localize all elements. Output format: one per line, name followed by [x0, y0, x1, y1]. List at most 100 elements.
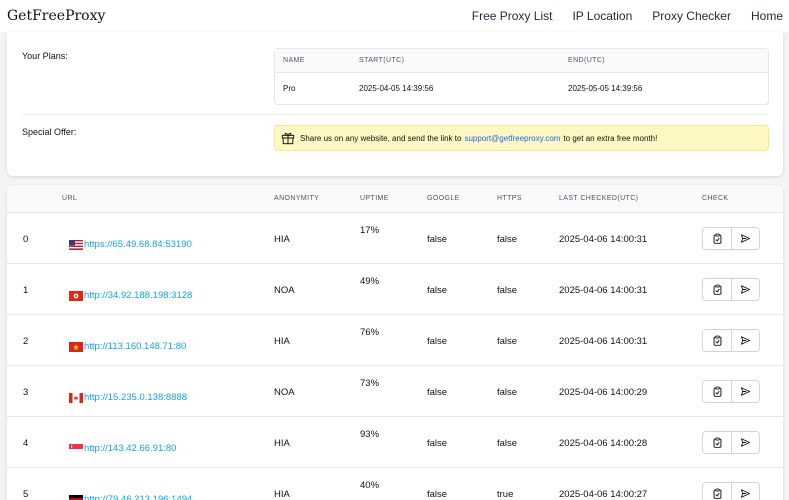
row-index: 4 — [23, 438, 29, 449]
check-actions — [702, 329, 760, 352]
last-checked-value: 2025-04-06 14:00:29 — [559, 387, 648, 398]
clipboard-check-icon — [713, 233, 721, 244]
proxy-url-cell: http://15.235.0.138:8888 — [69, 392, 187, 403]
plan-name: Pro — [283, 84, 296, 93]
check-proxy-button[interactable] — [731, 330, 759, 351]
copy-proxy-button[interactable] — [703, 279, 731, 300]
proxy-row: 3 http://15.235.0.138:8888 NOA 73% false fals… — [7, 366, 783, 417]
uptime-value: 49% — [360, 276, 380, 287]
ca-flag-icon — [69, 392, 84, 403]
proxy-url-link[interactable]: http://79.46.213.196:1494 — [84, 494, 193, 500]
col-https: HTTPS — [497, 195, 522, 202]
special-offer-banner: Share us on any website, and send the li… — [274, 125, 769, 151]
https-value: false — [497, 438, 518, 449]
proxy-url-cell: http://79.46.213.196:1494 — [69, 494, 192, 500]
sg-flag-icon — [69, 443, 84, 454]
proxy-row: 1 http://34.92.188.198:3128 NOA 49% false fal… — [7, 264, 783, 315]
row-index: 3 — [23, 387, 29, 398]
proxy-url-link[interactable]: http://34.92.188.198:3128 — [84, 290, 193, 301]
divider — [22, 114, 768, 115]
plans-table: NAME START(UTC) END(UTC) Pro 2025-04-05 … — [274, 48, 769, 105]
plan-end: 2025-05-05 14:39:56 — [568, 84, 643, 93]
plans-col-end: END(UTC) — [568, 57, 606, 64]
google-value: false — [427, 285, 448, 296]
check-proxy-button[interactable] — [731, 381, 759, 402]
proxy-url-link[interactable]: https://65.49.68.84:53190 — [84, 239, 192, 250]
clipboard-check-icon — [713, 335, 721, 346]
check-actions — [702, 380, 760, 403]
last-checked-value: 2025-04-06 14:00:28 — [559, 438, 648, 449]
send-icon — [740, 336, 751, 345]
plans-col-start: START(UTC) — [359, 57, 405, 64]
last-checked-value: 2025-04-06 14:00:31 — [559, 234, 648, 245]
row-index: 0 — [23, 234, 29, 245]
plans-col-name: NAME — [283, 57, 305, 64]
account-card: Your Plans: NAME START(UTC) END(UTC) Pro… — [7, 32, 783, 176]
vn-flag-icon — [69, 341, 84, 352]
anonymity-value: NOA — [274, 387, 295, 398]
google-value: false — [427, 387, 448, 398]
https-value: false — [497, 387, 518, 398]
clipboard-check-icon — [713, 386, 721, 397]
uptime-value: 93% — [360, 429, 380, 440]
col-anonymity: ANONYMITY — [274, 195, 320, 202]
support-email-link[interactable]: support@getfreeproxy.com — [464, 133, 561, 143]
plans-table-header: NAME START(UTC) END(UTC) — [275, 49, 768, 73]
send-icon — [740, 489, 751, 498]
check-proxy-button[interactable] — [731, 279, 759, 300]
proxy-row: 0 https://65.49.68.84:53190 HIA 17% false fal… — [7, 213, 783, 264]
nav-link-home[interactable]: Home — [750, 9, 783, 23]
proxy-list-card: URL ANONYMITY UPTIME GOOGLE HTTPS LAST C… — [7, 185, 783, 500]
offer-text-after: to get an extra free month! — [563, 133, 658, 143]
plans-label: Your Plans: — [22, 51, 68, 61]
copy-proxy-button[interactable] — [703, 483, 731, 500]
brand-logo-text[interactable]: GetFreeProxy — [7, 8, 106, 24]
last-checked-value: 2025-04-06 14:00:31 — [559, 285, 648, 296]
uptime-value: 17% — [360, 225, 380, 236]
check-actions — [702, 431, 760, 454]
row-index: 1 — [23, 285, 29, 296]
check-proxy-button[interactable] — [731, 228, 759, 249]
proxy-row: 5 http://79.46.213.196:1494 HIA 40% false tru… — [7, 468, 783, 500]
https-value: false — [497, 234, 518, 245]
copy-proxy-button[interactable] — [703, 432, 731, 453]
col-uptime: UPTIME — [360, 195, 389, 202]
check-actions — [702, 278, 760, 301]
nav-link-proxy-checker[interactable]: Proxy Checker — [652, 9, 731, 23]
clipboard-check-icon — [713, 488, 721, 499]
google-value: false — [427, 234, 448, 245]
us-flag-icon — [69, 239, 84, 250]
copy-proxy-button[interactable] — [703, 228, 731, 249]
proxy-url-link[interactable]: http://15.235.0.138:8888 — [84, 392, 188, 403]
proxy-table-header: URL ANONYMITY UPTIME GOOGLE HTTPS LAST C… — [7, 185, 783, 213]
copy-proxy-button[interactable] — [703, 381, 731, 402]
nav-link-ip-location[interactable]: IP Location — [572, 9, 633, 23]
proxy-row: 4 http://143.42.66.91:80 HIA 93% false false 2… — [7, 417, 783, 468]
google-value: false — [427, 438, 448, 449]
proxy-url-cell: http://143.42.66.91:80 — [69, 443, 176, 454]
col-last-checked: LAST CHECKED(UTC) — [559, 195, 639, 202]
anonymity-value: HIA — [274, 489, 290, 500]
proxy-url-link[interactable]: http://113.160.148.71:80 — [84, 341, 187, 352]
proxy-url-cell: http://113.160.148.71:80 — [69, 341, 186, 352]
clipboard-check-icon — [713, 437, 721, 448]
https-value: false — [497, 285, 518, 296]
check-actions — [702, 227, 760, 250]
check-actions — [702, 482, 760, 500]
google-value: false — [427, 489, 448, 500]
copy-proxy-button[interactable] — [703, 330, 731, 351]
plan-start: 2025-04-05 14:39:56 — [359, 84, 434, 93]
top-navbar: GetFreeProxy Free Proxy List IP Location… — [0, 0, 789, 32]
proxy-url-link[interactable]: http://143.42.66.91:80 — [84, 443, 177, 454]
row-index: 5 — [23, 489, 29, 500]
main-nav: Free Proxy List IP Location Proxy Checke… — [452, 9, 783, 23]
check-proxy-button[interactable] — [731, 432, 759, 453]
offer-text-before: Share us on any website, and send the li… — [300, 133, 462, 143]
row-index: 2 — [23, 336, 29, 347]
nav-link-free-proxy-list[interactable]: Free Proxy List — [471, 9, 553, 23]
https-value: false — [497, 336, 518, 347]
check-proxy-button[interactable] — [731, 483, 759, 500]
last-checked-value: 2025-04-06 14:00:31 — [559, 336, 648, 347]
proxy-url-cell: https://65.49.68.84:53190 — [69, 239, 192, 250]
de-flag-icon — [69, 494, 84, 500]
